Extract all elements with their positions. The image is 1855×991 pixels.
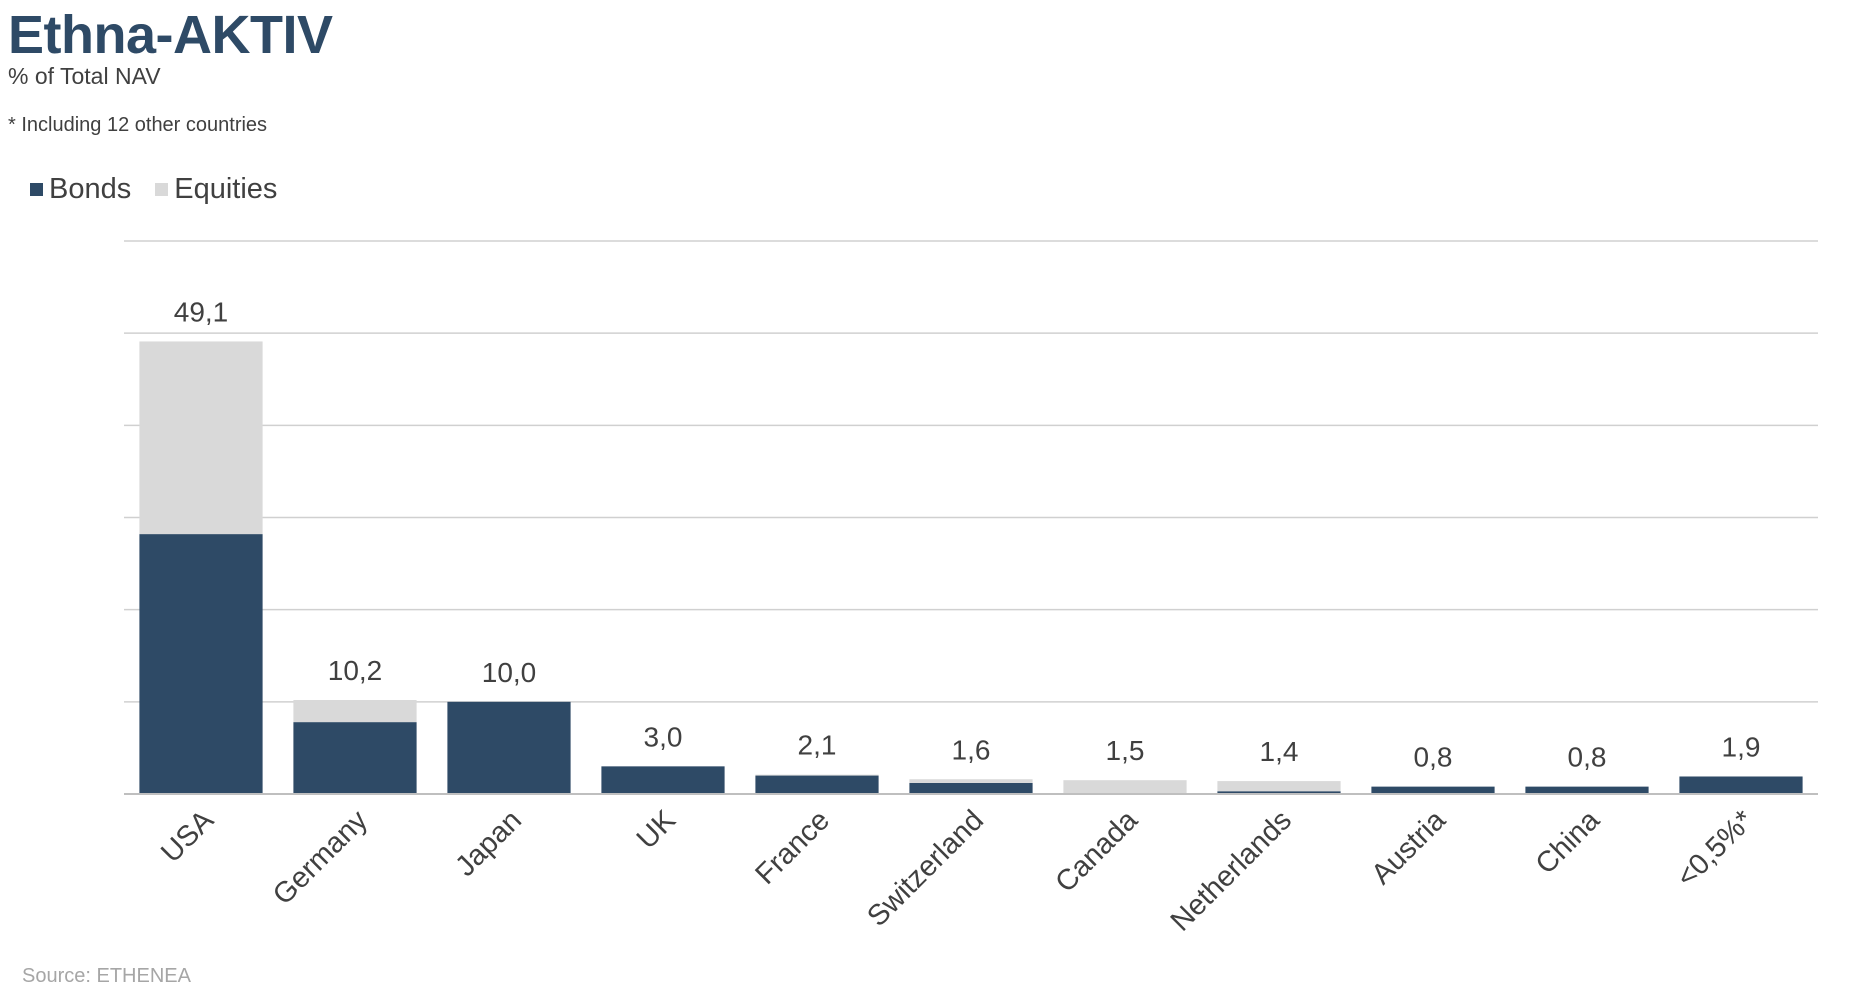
- footnote: * Including 12 other countries: [8, 114, 268, 136]
- category-label: Switzerland: [861, 804, 990, 933]
- bar-bonds: [139, 534, 263, 794]
- chart-subtitle: % of Total NAV: [8, 63, 161, 89]
- bar-equities: [1217, 781, 1341, 792]
- data-label: 1,6: [952, 734, 991, 765]
- data-label: 0,8: [1414, 742, 1453, 773]
- bar-equities: [293, 699, 417, 723]
- legend: Bonds Equities: [30, 173, 301, 206]
- bar-equities: [139, 341, 263, 535]
- bar-equities: [909, 779, 1033, 783]
- bar-equities: [755, 774, 879, 776]
- bar-bonds: [1217, 791, 1341, 794]
- category-label: Austria: [1365, 804, 1452, 891]
- data-label: 3,0: [644, 721, 683, 752]
- source-note: Source: ETHENEA: [22, 965, 191, 987]
- bar-bonds: [1371, 786, 1495, 794]
- data-label: 1,4: [1260, 736, 1299, 767]
- legend-item-equities: Equities: [155, 173, 277, 206]
- bar-bonds: [755, 775, 879, 794]
- chart-title: Ethna-AKTIV: [8, 5, 333, 65]
- data-label: 0,8: [1568, 742, 1607, 773]
- category-label: Japan: [449, 804, 527, 882]
- bar-equities: [1063, 780, 1187, 794]
- bar-bonds: [293, 722, 417, 794]
- bar-bonds: [1679, 776, 1803, 794]
- category-label: China: [1530, 804, 1607, 881]
- data-label: 1,5: [1106, 735, 1145, 766]
- legend-swatch-bonds: [30, 183, 43, 196]
- bar-bonds: [1525, 786, 1649, 794]
- bar-bonds: [601, 766, 725, 794]
- category-label: USA: [155, 804, 220, 869]
- legend-swatch-equities: [155, 183, 169, 196]
- data-label: 2,1: [798, 730, 837, 761]
- category-label: Germany: [267, 804, 374, 911]
- bar-bonds: [447, 701, 571, 794]
- data-label: 49,1: [174, 296, 229, 327]
- legend-label-equities: Equities: [174, 173, 278, 205]
- category-label: Canada: [1049, 804, 1144, 899]
- category-label: France: [749, 804, 835, 890]
- data-label: 1,9: [1722, 731, 1761, 762]
- bar-bonds: [909, 782, 1033, 794]
- data-label: 10,0: [482, 657, 537, 688]
- category-label: <0,5%*: [1671, 804, 1760, 893]
- category-label: Netherlands: [1165, 804, 1298, 937]
- category-label: UK: [631, 804, 683, 856]
- legend-label-bonds: Bonds: [49, 173, 132, 205]
- data-label: 10,2: [328, 655, 383, 686]
- legend-item-bonds: Bonds: [30, 173, 131, 206]
